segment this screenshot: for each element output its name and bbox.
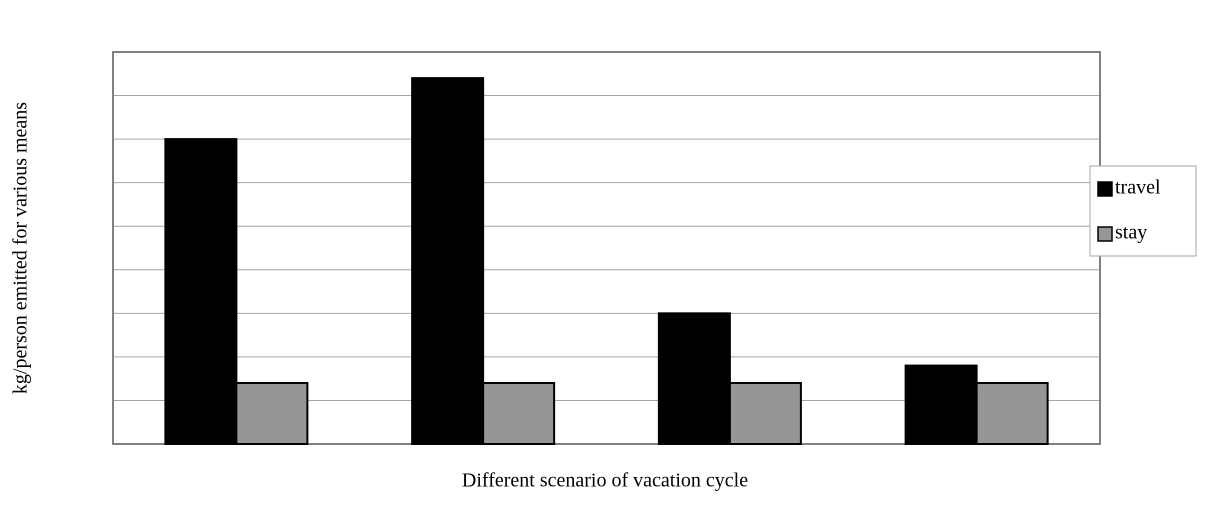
legend-label: stay: [1115, 222, 1147, 244]
bar: [657, 312, 731, 446]
bar: [482, 382, 556, 445]
bar: [975, 382, 1049, 445]
bar: [904, 364, 978, 446]
bar: [728, 382, 802, 445]
bar: [164, 138, 238, 445]
legend-swatch: [1097, 181, 1113, 197]
bar: [235, 382, 309, 445]
legend-label: travel: [1115, 177, 1161, 199]
legend-swatch: [1097, 226, 1113, 242]
y-axis-title: kg/person emitted for various means: [10, 102, 32, 394]
bar: [411, 77, 485, 445]
x-axis-title: Different scenario of vacation cycle: [462, 470, 748, 492]
